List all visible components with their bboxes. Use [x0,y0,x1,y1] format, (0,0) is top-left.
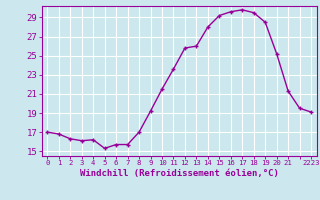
X-axis label: Windchill (Refroidissement éolien,°C): Windchill (Refroidissement éolien,°C) [80,169,279,178]
